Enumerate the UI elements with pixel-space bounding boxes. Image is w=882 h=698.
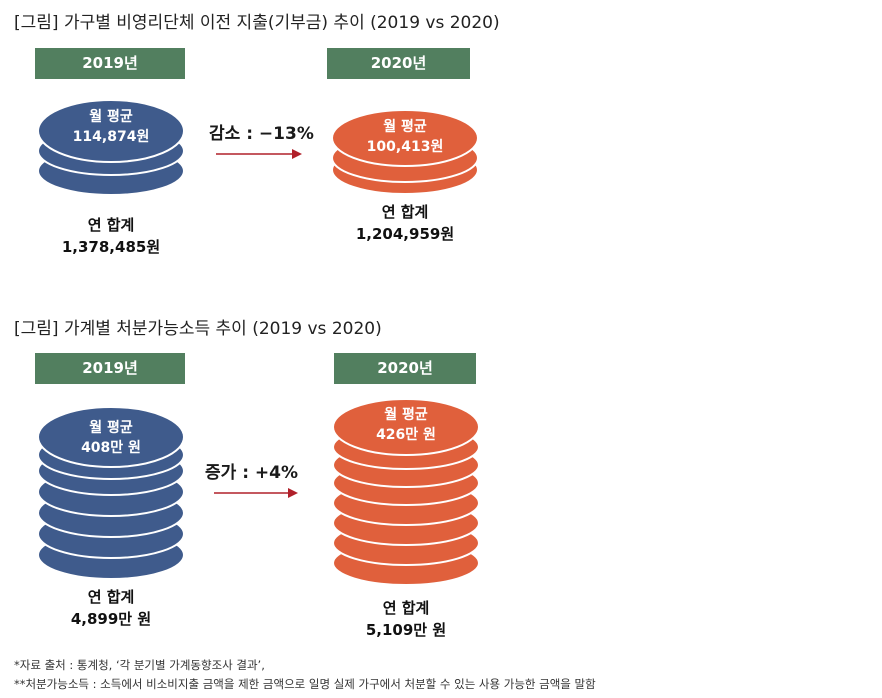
monthly-average-caption: 월 평균 — [383, 119, 427, 135]
monthly-average-value: 114,874원 — [72, 129, 150, 145]
figure2-title: [그림] 가계별 처분가능소득 추이 (2019 vs 2020) — [14, 319, 382, 339]
monthly-average-value: 100,413원 — [366, 139, 444, 155]
monthly-average-value: 408만 원 — [81, 440, 141, 456]
figure1-change-label: 감소 : −13% — [209, 124, 314, 144]
figure2-left-coin-stack — [37, 406, 185, 580]
annual-total-value: 4,899만 원 — [70, 610, 152, 628]
coin-top — [332, 398, 480, 456]
figure2-change-label: 증가 : +4% — [205, 463, 299, 483]
figure1-right-coin-label: 월 평균 100,413원 — [330, 117, 480, 157]
figure2-right-total: 연 합계 5,109만 원 — [331, 597, 481, 641]
figure1-left-coin-stack — [37, 99, 185, 196]
figure2-arrow — [214, 488, 298, 498]
figure1-right-coin-stack — [331, 109, 479, 195]
annual-total-caption: 연 합계 — [381, 203, 429, 221]
figure2-left-coin-label: 월 평균 408만 원 — [36, 418, 186, 458]
monthly-average-caption: 월 평균 — [384, 407, 428, 423]
figure1-left-year-tag: 2019년 — [35, 48, 185, 79]
figure1-arrow — [216, 149, 302, 159]
coin-top — [37, 99, 185, 163]
figure2-right-coin-stack — [332, 398, 480, 586]
annual-total-value: 5,109만 원 — [365, 621, 447, 639]
annual-total-caption: 연 합계 — [382, 599, 430, 617]
annual-total-caption: 연 합계 — [87, 216, 135, 234]
figure2-left-total: 연 합계 4,899만 원 — [36, 586, 186, 630]
figure1-title: [그림] 가구별 비영리단체 이전 지출(기부금) 추이 (2019 vs 20… — [14, 13, 500, 33]
figure2-left-year-tag: 2019년 — [35, 353, 185, 384]
figure1-right-total: 연 합계 1,204,959원 — [330, 201, 480, 245]
figure1-left-total: 연 합계 1,378,485원 — [36, 214, 186, 258]
annual-total-value: 1,204,959원 — [355, 225, 455, 243]
figure2-right-coin-label: 월 평균 426만 원 — [331, 405, 481, 445]
annual-total-caption: 연 합계 — [87, 588, 135, 606]
monthly-average-caption: 월 평균 — [89, 109, 133, 125]
coin-top — [37, 406, 185, 468]
figure2-right-year-tag: 2020년 — [334, 353, 476, 384]
coin-top — [331, 109, 479, 167]
monthly-average-caption: 월 평균 — [89, 420, 133, 436]
figure1-right-year-tag: 2020년 — [327, 48, 470, 79]
definition-note: **처분가능소득 : 소득에서 비소비지출 금액을 제한 금액으로 일명 실제 … — [14, 677, 596, 691]
monthly-average-value: 426만 원 — [376, 427, 436, 443]
annual-total-value: 1,378,485원 — [61, 238, 161, 256]
figure1-left-coin-label: 월 평균 114,874원 — [36, 107, 186, 147]
source-note: *자료 출처 : 통계청, ‘각 분기별 가계동향조사 결과’, — [14, 658, 265, 672]
